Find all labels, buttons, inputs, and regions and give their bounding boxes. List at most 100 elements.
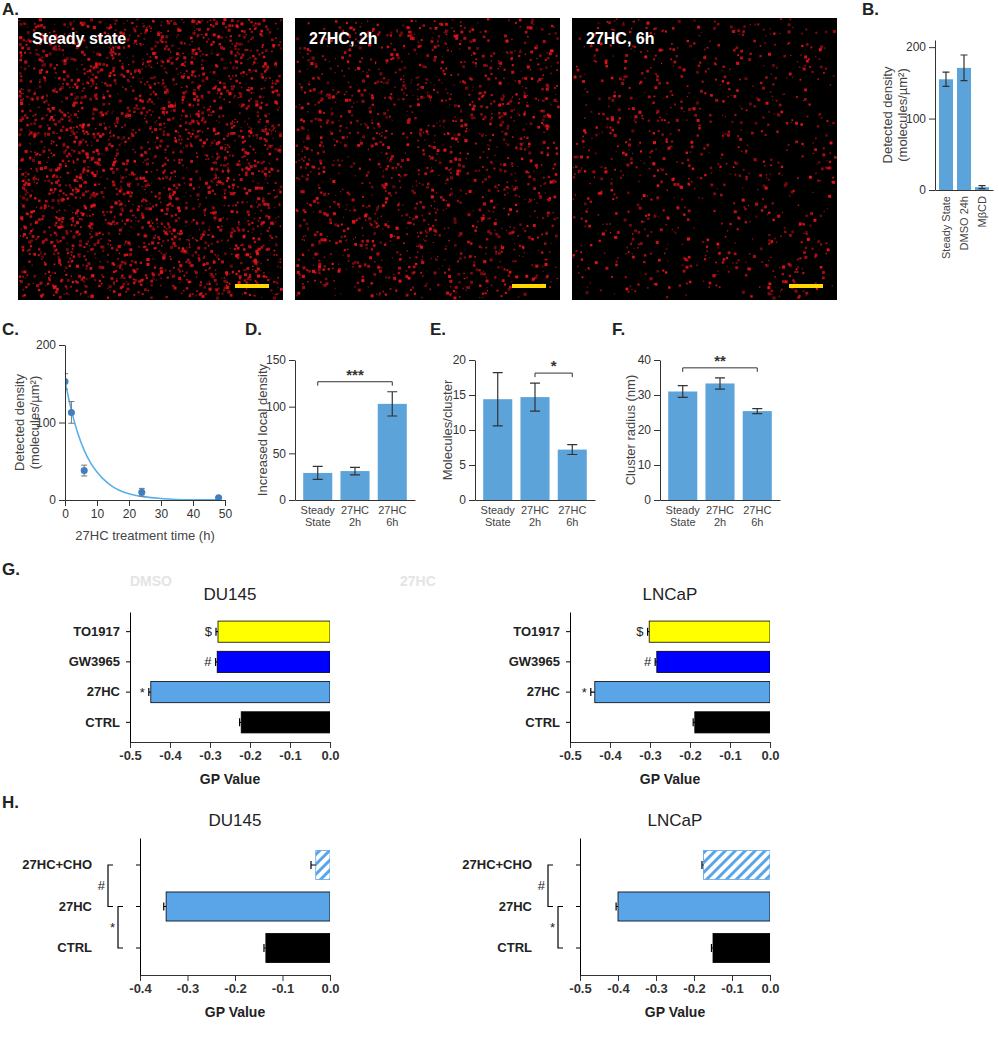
- texture-dot: [258, 183, 259, 184]
- texture-dot: [266, 78, 267, 79]
- texture-dot: [250, 128, 252, 130]
- texture-dot: [129, 174, 130, 175]
- texture-dot: [217, 92, 219, 94]
- texture-dot: [58, 77, 61, 80]
- texture-dot: [201, 111, 204, 114]
- texture-dot: [211, 243, 213, 245]
- texture-dot: [85, 152, 88, 155]
- texture-dot: [95, 76, 98, 79]
- texture-dot: [172, 189, 173, 190]
- texture-dot: [70, 93, 73, 96]
- texture-dot: [78, 141, 81, 144]
- texture-dot: [199, 203, 201, 205]
- texture-dot: [220, 146, 223, 149]
- texture-dot: [66, 248, 69, 251]
- texture-dot: [276, 90, 277, 91]
- texture-dot: [147, 181, 148, 182]
- texture-dot: [58, 203, 60, 205]
- texture-dot: [59, 226, 61, 228]
- texture-dot: [252, 237, 254, 239]
- texture-dot: [90, 248, 93, 251]
- texture-dot: [276, 64, 277, 65]
- texture-dot: [243, 30, 246, 33]
- texture-dot: [146, 259, 147, 260]
- texture-dot: [191, 20, 194, 23]
- texture-dot: [240, 262, 242, 264]
- texture-dot: [209, 226, 210, 227]
- texture-dot: [111, 27, 112, 28]
- texture-dot: [241, 168, 243, 170]
- texture-dot: [271, 130, 272, 131]
- texture-dot: [92, 192, 95, 195]
- texture-dot: [44, 262, 46, 264]
- texture-dot: [59, 190, 62, 193]
- texture-dot: [76, 102, 78, 104]
- texture-dot: [135, 97, 138, 100]
- texture-dot: [210, 24, 212, 26]
- texture-dot: [51, 206, 54, 209]
- texture-dot: [120, 213, 123, 216]
- texture-dot: [266, 132, 269, 135]
- texture-dot: [81, 96, 84, 99]
- texture-dot: [96, 170, 98, 172]
- texture-dot: [120, 180, 123, 183]
- texture-dot: [27, 173, 29, 175]
- texture-dot: [37, 132, 39, 134]
- texture-dot: [142, 63, 144, 65]
- texture-dot: [152, 222, 154, 224]
- texture-dot: [48, 104, 50, 106]
- texture-dot: [233, 97, 234, 98]
- texture-dot: [209, 106, 211, 108]
- texture-dot: [185, 115, 188, 118]
- texture-dot: [238, 270, 240, 272]
- texture-dot: [154, 158, 155, 159]
- texture-dot: [83, 68, 85, 70]
- texture-dot: [199, 229, 200, 230]
- texture-dot: [62, 49, 64, 51]
- texture-dot: [115, 82, 117, 84]
- texture-dot: [23, 266, 24, 267]
- texture-dot: [225, 26, 227, 28]
- texture-dot: [188, 104, 191, 107]
- texture-dot: [48, 127, 51, 130]
- texture-dot: [207, 234, 209, 236]
- texture-dot: [275, 67, 276, 68]
- texture-dot: [138, 129, 140, 131]
- texture-dot: [139, 108, 141, 110]
- texture-dot: [280, 225, 281, 226]
- texture-dot: [217, 292, 219, 294]
- texture-dot: [129, 186, 131, 188]
- texture-dot: [201, 295, 204, 298]
- texture-dot: [63, 151, 66, 154]
- texture-dot: [111, 206, 113, 208]
- texture-dot: [58, 256, 60, 258]
- texture-dot: [50, 116, 53, 119]
- texture-dot: [153, 21, 155, 23]
- texture-dot: [222, 115, 224, 117]
- texture-dot: [230, 132, 233, 135]
- texture-dot: [157, 42, 159, 44]
- texture-dot: [249, 274, 251, 276]
- texture-dot: [255, 280, 257, 282]
- texture-dot: [142, 226, 143, 227]
- texture-dot: [65, 163, 66, 164]
- texture-dot: [236, 227, 239, 230]
- texture-dot: [158, 98, 159, 99]
- texture-dot: [135, 132, 137, 134]
- texture-dot: [68, 116, 70, 118]
- texture-dot: [54, 88, 56, 90]
- texture-dot: [52, 131, 55, 134]
- texture-dot: [158, 82, 160, 84]
- texture-dot: [37, 107, 38, 108]
- texture-dot: [51, 143, 53, 145]
- texture-dot: [69, 86, 71, 88]
- texture-dot: [83, 87, 85, 89]
- texture-dot: [79, 240, 82, 243]
- texture-dot: [219, 43, 221, 45]
- texture-dot: [71, 260, 73, 262]
- texture-dot: [174, 137, 176, 139]
- texture-dot: [99, 280, 101, 282]
- texture-dot: [199, 177, 201, 179]
- texture-dot: [77, 79, 80, 82]
- texture-dot: [49, 110, 51, 112]
